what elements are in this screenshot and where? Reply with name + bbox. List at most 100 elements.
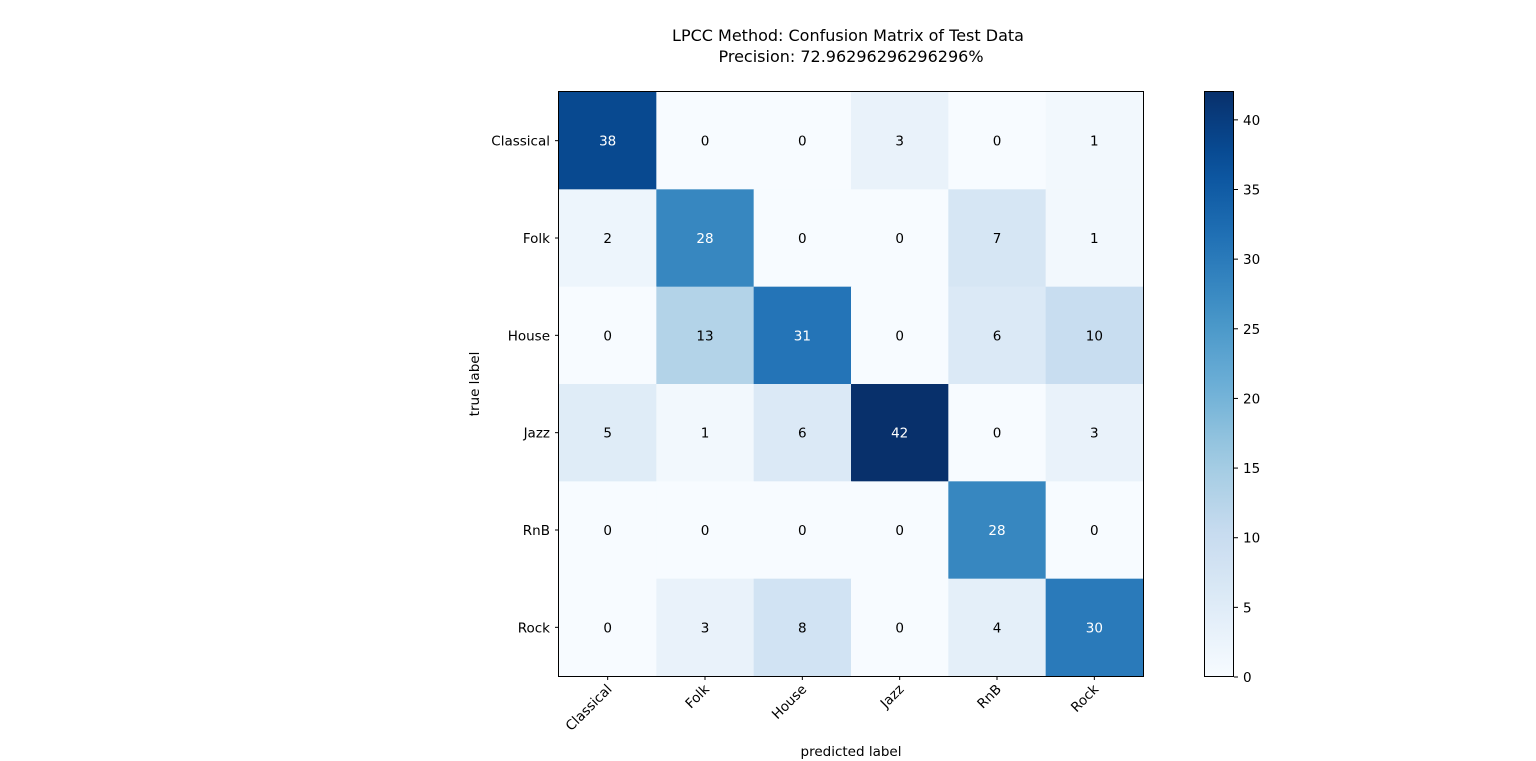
cell-value-label: 0 bbox=[701, 523, 710, 539]
heatmap-cell bbox=[753, 286, 852, 385]
heatmap-cell bbox=[948, 481, 1047, 580]
y-axis-ticks: Classical Folk House Jazz RnB Rock bbox=[491, 134, 559, 636]
heatmap-cell bbox=[753, 92, 852, 190]
cell-value-label: 28 bbox=[988, 523, 1005, 539]
cell-value-label: 28 bbox=[696, 231, 713, 247]
cell-value-label: 7 bbox=[993, 231, 1002, 247]
x-axis-label: predicted label bbox=[801, 744, 902, 760]
colorbar-tick-label: 0 bbox=[1243, 670, 1252, 686]
cell-value-label: 0 bbox=[798, 134, 807, 150]
cell-value-label: 3 bbox=[895, 134, 904, 150]
y-tick-label: Rock bbox=[518, 620, 550, 636]
cell-value-label: 1 bbox=[701, 426, 710, 442]
heatmap-cell bbox=[1045, 481, 1144, 580]
heatmap-cell bbox=[851, 286, 949, 385]
heatmap-cell bbox=[656, 384, 755, 482]
cell-value-label: 0 bbox=[798, 231, 807, 247]
colorbar-tick-label: 20 bbox=[1243, 391, 1260, 407]
heatmap-cell bbox=[559, 286, 657, 385]
heatmap-cell bbox=[753, 578, 852, 677]
cell-value-label: 0 bbox=[603, 328, 612, 344]
cell-value-label: 0 bbox=[701, 134, 710, 150]
heatmap-cell bbox=[1045, 384, 1144, 482]
cell-value-label: 5 bbox=[603, 426, 612, 442]
heatmap-cell bbox=[1045, 578, 1144, 677]
colorbar-tick-label: 15 bbox=[1243, 461, 1260, 477]
heatmap-cell bbox=[559, 92, 657, 190]
heatmap-cell bbox=[1045, 189, 1144, 288]
cell-value-label: 0 bbox=[798, 523, 807, 539]
heatmap-cell bbox=[851, 189, 949, 288]
cell-value-label: 42 bbox=[891, 426, 908, 442]
cell-value-label: 2 bbox=[603, 231, 612, 247]
heatmap-cell bbox=[656, 286, 755, 385]
colorbar-tick-label: 35 bbox=[1243, 183, 1260, 199]
heatmap-cells bbox=[559, 92, 1144, 677]
heatmap-cell bbox=[753, 384, 852, 482]
colorbar-tick-label: 5 bbox=[1243, 600, 1252, 616]
heatmap-cell bbox=[948, 384, 1047, 482]
cell-value-label: 0 bbox=[1090, 523, 1099, 539]
x-tick-label: Jazz bbox=[877, 682, 908, 713]
cell-value-label: 10 bbox=[1086, 328, 1103, 344]
heatmap-cell bbox=[656, 92, 755, 190]
cell-value-label: 0 bbox=[993, 134, 1002, 150]
heatmap-cell bbox=[559, 578, 657, 677]
cell-value-label: 0 bbox=[895, 620, 904, 636]
heatmap-cell bbox=[851, 481, 949, 580]
x-tick-label: Folk bbox=[682, 681, 713, 712]
cell-value-label: 4 bbox=[993, 620, 1002, 636]
heatmap-cell bbox=[851, 384, 949, 482]
heatmap-cell bbox=[656, 189, 755, 288]
heatmap-cell bbox=[753, 481, 852, 580]
heatmap-cell bbox=[559, 189, 657, 288]
heatmap-cell bbox=[851, 92, 949, 190]
colorbar-tick-label: 25 bbox=[1243, 322, 1260, 338]
cell-value-label: 6 bbox=[798, 426, 807, 442]
colorbar-tick-label: 40 bbox=[1243, 113, 1260, 129]
cell-value-label: 13 bbox=[696, 328, 713, 344]
y-axis-label: true label bbox=[467, 352, 483, 417]
heatmap-cell bbox=[1045, 286, 1144, 385]
heatmap-cell bbox=[948, 578, 1047, 677]
cell-value-label: 3 bbox=[1090, 426, 1099, 442]
y-tick-label: Folk bbox=[523, 231, 550, 247]
cell-value-label: 1 bbox=[1090, 231, 1099, 247]
cell-value-label: 38 bbox=[599, 134, 616, 150]
cell-value-label: 30 bbox=[1086, 620, 1103, 636]
cell-value-label: 6 bbox=[993, 328, 1002, 344]
heatmap-cell bbox=[948, 286, 1047, 385]
cell-value-label: 31 bbox=[794, 328, 811, 344]
chart-title: LPCC Method: Confusion Matrix of Test Da… bbox=[672, 26, 1024, 45]
plot-frame bbox=[558, 91, 1144, 677]
cell-value-label: 0 bbox=[895, 523, 904, 539]
colorbar-ticks: 0 5 10 15 20 25 30 35 40 bbox=[1234, 113, 1260, 686]
chart-subtitle: Precision: 72.96296296296296% bbox=[718, 47, 983, 66]
cell-value-label: 0 bbox=[895, 328, 904, 344]
cell-value-label: 8 bbox=[798, 620, 807, 636]
cell-value-label: 0 bbox=[895, 231, 904, 247]
cell-value-labels: 38 0 0 3 0 12 28 0 0 7 10 13 31 0 6 105 1 6 42 0 30 0 0 0 28 00 3 8… bbox=[599, 134, 1103, 637]
colorbar-tick-label: 10 bbox=[1243, 531, 1260, 547]
heatmap-cell bbox=[656, 481, 755, 580]
heatmap-cell bbox=[948, 92, 1047, 190]
y-tick-label: RnB bbox=[523, 523, 550, 539]
heatmap-cell bbox=[559, 384, 657, 482]
heatmap-cell bbox=[1045, 92, 1144, 190]
heatmap-cell bbox=[753, 189, 852, 288]
x-tick-label: RnB bbox=[974, 682, 1005, 713]
heatmap-cell bbox=[559, 481, 657, 580]
cell-value-label: 0 bbox=[993, 426, 1002, 442]
x-axis-ticks: Classical Folk House Jazz RnB Rock bbox=[563, 676, 1102, 735]
y-tick-label: Jazz bbox=[523, 426, 550, 442]
colorbar-tick-label: 30 bbox=[1243, 252, 1260, 268]
heatmap-cell bbox=[656, 578, 755, 677]
cell-value-label: 0 bbox=[603, 620, 612, 636]
x-tick-label: Classical bbox=[563, 682, 616, 735]
cell-value-label: 1 bbox=[1090, 134, 1099, 150]
heatmap-cell bbox=[948, 189, 1047, 288]
colorbar bbox=[1204, 91, 1234, 677]
y-tick-label: House bbox=[508, 328, 550, 344]
x-tick-label: Rock bbox=[1068, 681, 1102, 715]
